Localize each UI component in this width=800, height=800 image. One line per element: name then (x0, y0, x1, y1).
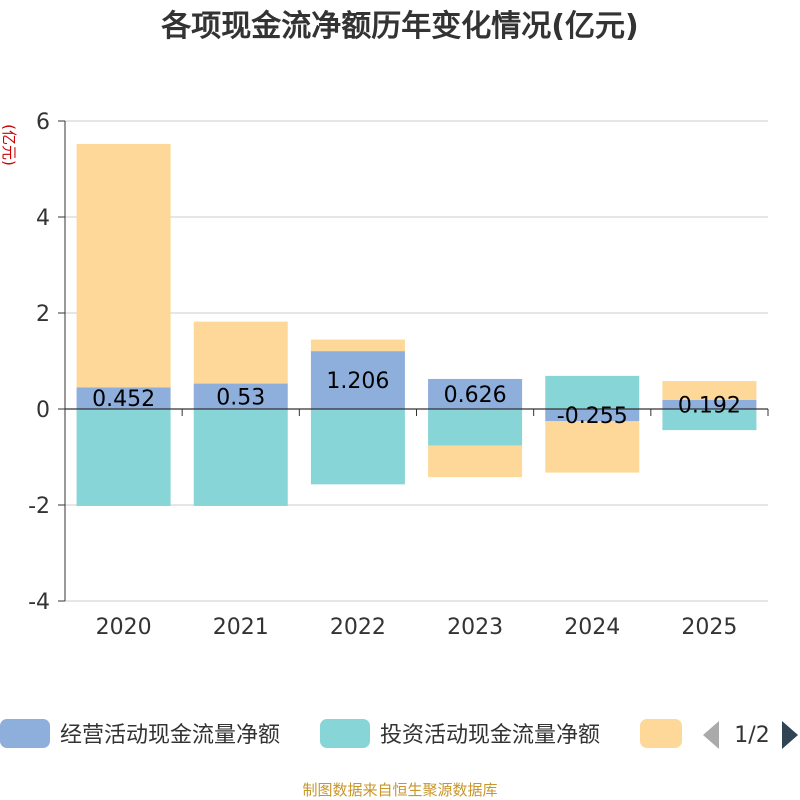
bar-series1-2021[interactable] (193, 409, 288, 506)
bar-label-2021: 0.53 (216, 385, 265, 410)
x-tick-label-2024: 2024 (564, 615, 620, 640)
bar-series0-2025[interactable] (662, 399, 757, 409)
y-tick-label: -2 (28, 494, 50, 519)
bar-series1-2024[interactable] (545, 375, 640, 409)
y-tick-label: -4 (28, 590, 50, 615)
data-source: 制图数据来自恒生聚源数据库 (302, 781, 497, 799)
bar-label-2022: 1.206 (326, 369, 389, 394)
legend-prev-page-icon[interactable] (703, 721, 719, 749)
bar-series2-2020[interactable] (76, 143, 171, 388)
legend: 经营活动现金流量净额 投资活动现金流量净额 1/2 (0, 719, 798, 749)
legend-swatch-third[interactable] (640, 719, 682, 748)
bar-label-2025: 0.192 (678, 393, 741, 418)
x-tick-label-2023: 2023 (447, 615, 503, 640)
x-tick-label-2022: 2022 (330, 615, 386, 640)
x-tick-label-2021: 2021 (213, 615, 269, 640)
bar-series2-2023[interactable] (428, 445, 523, 478)
bar-series1-2020[interactable] (76, 409, 171, 506)
bar-series0-2021[interactable] (193, 383, 288, 409)
bar-series2-2022[interactable] (310, 339, 405, 352)
bar-series0-2024[interactable] (545, 409, 640, 422)
bar-series0-2020[interactable] (76, 387, 171, 409)
y-tick-labels: -4 -2 0 2 4 6 (28, 110, 50, 615)
legend-label-operating[interactable]: 经营活动现金流量净额 (60, 723, 280, 748)
legend-label-investing[interactable]: 投资活动现金流量净额 (380, 723, 600, 748)
legend-swatch-investing[interactable] (320, 719, 370, 748)
legend-swatch-operating[interactable] (0, 719, 50, 748)
x-tick-label-2020: 2020 (96, 615, 152, 640)
y-tick-label: 4 (36, 206, 50, 231)
bar-series2-2021[interactable] (193, 321, 288, 384)
bar-series0-2023[interactable] (428, 378, 523, 409)
axes (64, 121, 769, 601)
bar-label-2023: 0.626 (444, 383, 507, 408)
y-tick-label: 6 (36, 110, 50, 135)
legend-page-indicator: 1/2 (734, 723, 769, 748)
chart-title: 各项现金流净额历年变化情况(亿元) (160, 9, 638, 44)
bar-series0-2022[interactable] (310, 351, 405, 409)
bar-label-2020: 0.452 (92, 387, 155, 412)
bar-series1-2023[interactable] (428, 409, 523, 446)
bar-series2-2025[interactable] (662, 381, 757, 400)
bar-series1-2022[interactable] (310, 409, 405, 485)
bar-series1-2025[interactable] (662, 409, 757, 431)
y-tick-label: 2 (36, 302, 50, 327)
legend-next-page-icon[interactable] (782, 721, 798, 749)
y-axis-label: (亿元) (0, 124, 18, 166)
bars (76, 143, 757, 506)
x-tick-labels: 2020 2021 2022 2023 2024 2025 (96, 615, 738, 640)
y-tick-label: 0 (36, 398, 50, 423)
gridlines (58, 120, 768, 602)
x-tick-label-2025: 2025 (681, 615, 737, 640)
bar-series2-2024[interactable] (545, 421, 640, 473)
bar-labels: 0.452 0.53 1.206 0.626 -0.255 0.192 (92, 369, 741, 429)
bar-label-2024: -0.255 (557, 404, 628, 429)
